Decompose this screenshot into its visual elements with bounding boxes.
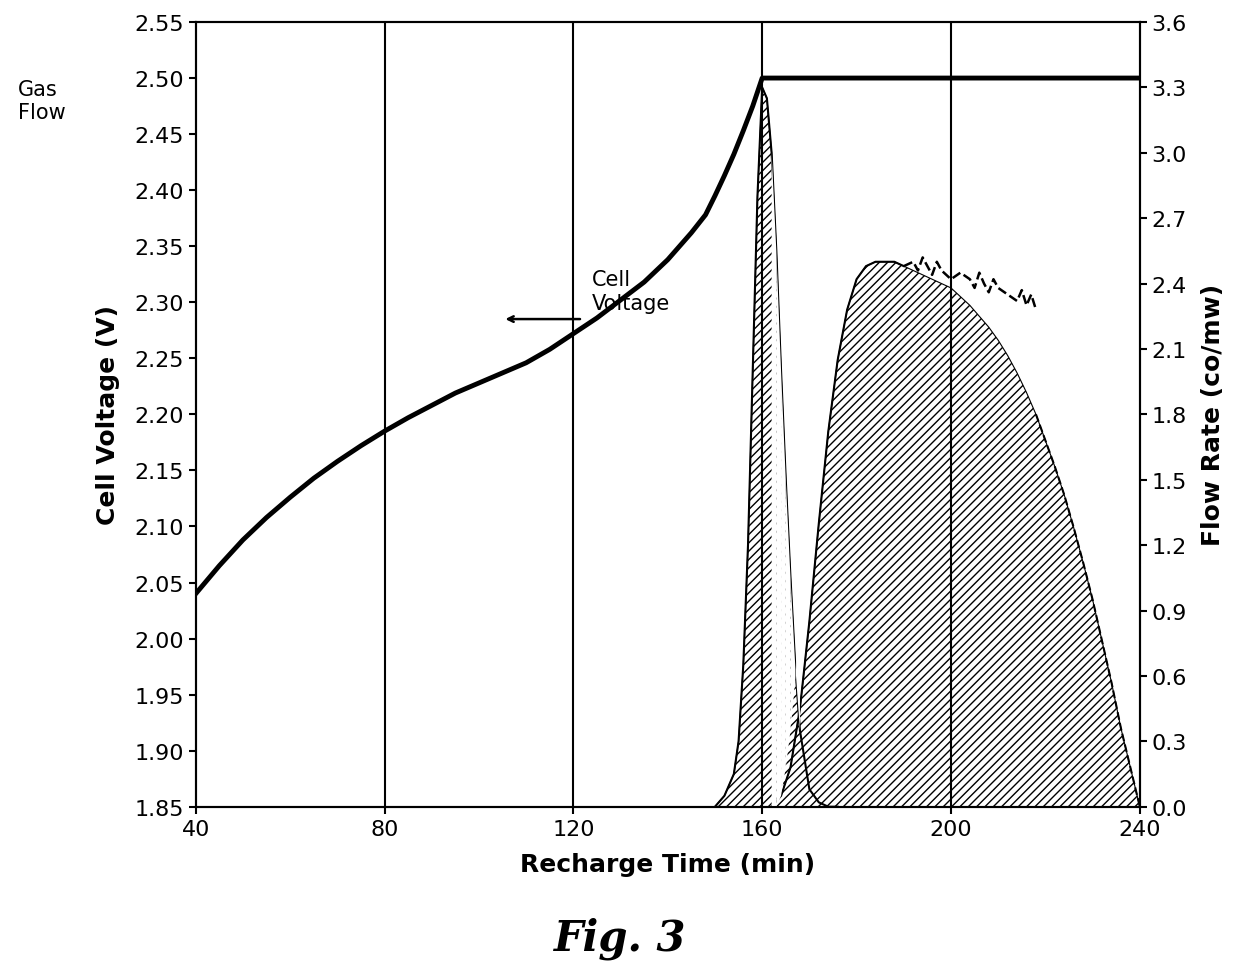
Y-axis label: Cell Voltage (V): Cell Voltage (V): [97, 305, 120, 525]
Polygon shape: [786, 481, 790, 767]
Polygon shape: [795, 615, 800, 731]
Text: Gas
Flow: Gas Flow: [19, 79, 66, 123]
X-axis label: Recharge Time (min): Recharge Time (min): [521, 853, 816, 877]
Polygon shape: [781, 371, 786, 796]
Polygon shape: [790, 578, 795, 731]
Polygon shape: [776, 252, 781, 807]
Text: Cell
Voltage: Cell Voltage: [593, 270, 671, 313]
Polygon shape: [771, 154, 776, 807]
Text: Fig. 3: Fig. 3: [554, 917, 686, 959]
Y-axis label: Flow Rate (co/mw): Flow Rate (co/mw): [1202, 284, 1225, 546]
